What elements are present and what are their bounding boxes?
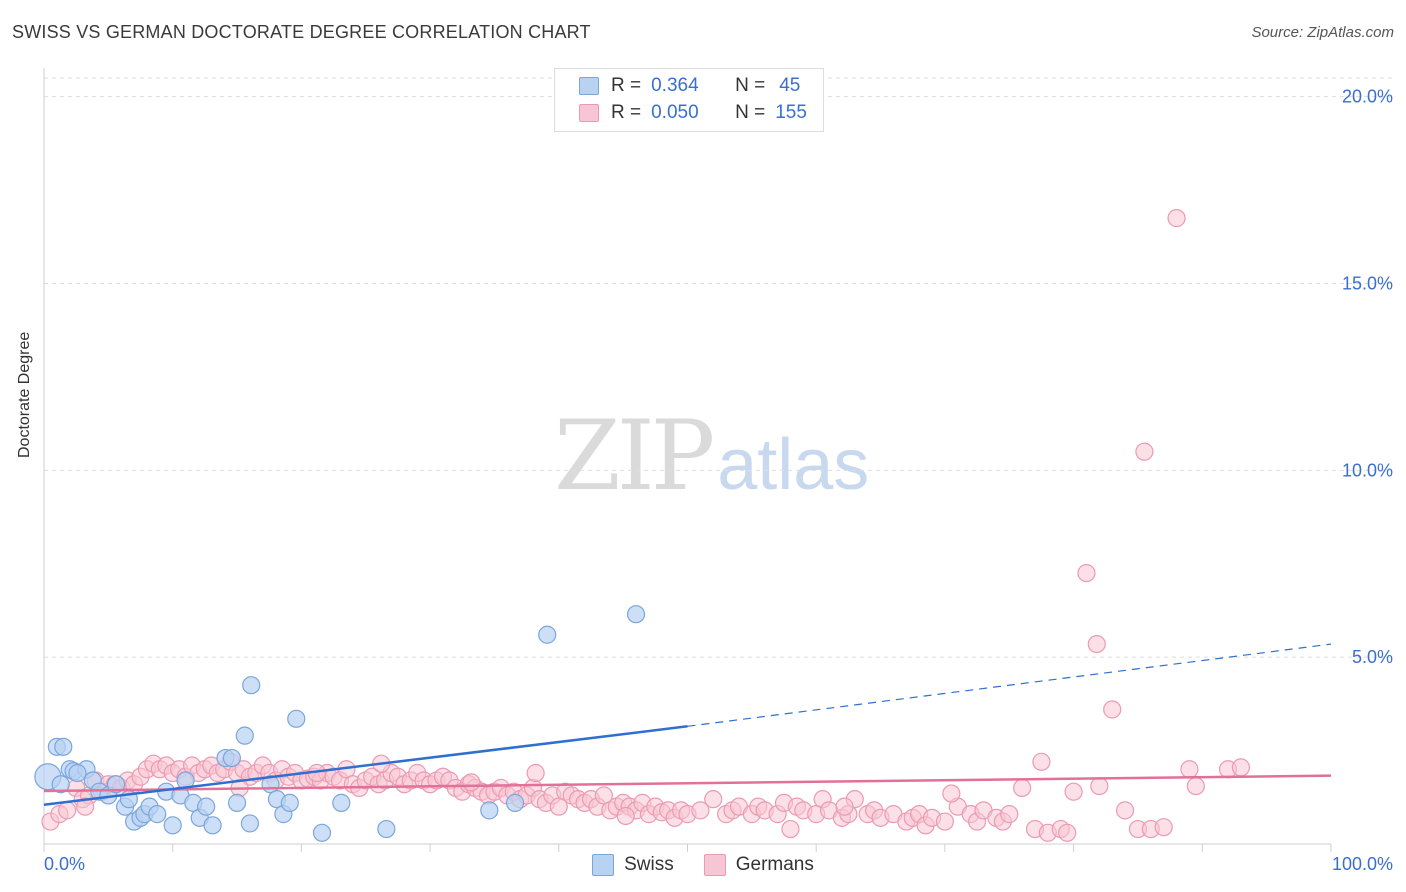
germans-point [1103, 700, 1122, 719]
y-tick-label: 15.0% [1342, 274, 1393, 294]
germans-point [1167, 209, 1186, 228]
germans-point [1064, 782, 1083, 801]
legend-germans-label: Germans [735, 854, 814, 875]
germans-point [1154, 818, 1173, 837]
germans-point [526, 763, 545, 783]
swiss-n-label: N = [735, 75, 766, 96]
germans-point [1115, 801, 1135, 820]
stats-row-swiss: R = 0.364 N = 45 [579, 73, 800, 99]
germans-series [41, 209, 1251, 842]
legend-germans-swatch [703, 854, 726, 876]
swiss-point [106, 775, 126, 794]
germans-point [549, 797, 568, 816]
swiss-point [68, 763, 87, 783]
germans-r-value: 0.050 [651, 102, 699, 123]
swiss-point [240, 814, 260, 833]
chart-title: SWISS VS GERMAN DOCTORATE DEGREE CORRELA… [12, 22, 591, 42]
y-tick-label: 10.0% [1342, 460, 1393, 480]
swiss-point [222, 748, 242, 768]
germans-point [1186, 776, 1205, 796]
germans-point [935, 812, 955, 831]
swiss-point [280, 793, 299, 812]
grid-layer [44, 77, 1394, 658]
germans-point [76, 797, 95, 816]
swiss-point [197, 797, 216, 816]
tick-labels: 5.0% 10.0% 15.0% 20.0% 0.0% 100.0% [44, 87, 1393, 874]
legend-swiss-swatch [592, 854, 615, 876]
source-credit: Source: ZipAtlas.com [1251, 24, 1394, 41]
germans-point [616, 806, 635, 826]
swiss-point [626, 605, 646, 624]
germans-point [704, 790, 723, 809]
germans-point [1090, 776, 1109, 796]
germans-n-label: N = [735, 102, 766, 123]
swiss-swatch [579, 77, 599, 95]
swiss-point [227, 793, 247, 812]
swiss-point [54, 737, 73, 756]
germans-point [942, 784, 961, 803]
y-tick-label: 5.0% [1352, 647, 1393, 667]
swiss-point [505, 793, 525, 812]
germans-trend-line [43, 774, 1332, 793]
swiss-point [148, 805, 167, 824]
germans-point [691, 801, 710, 820]
germans-point [58, 801, 77, 820]
germans-point [1231, 758, 1251, 777]
stats-legend: R = 0.364 N = 45 R = 0.050 N = 155 [554, 68, 824, 132]
germans-swatch [579, 104, 599, 122]
swiss-trend-extension [687, 643, 1332, 727]
germans-point [781, 819, 800, 839]
watermark: ZIPatlas [554, 400, 869, 512]
stats-row-germans: R = 0.050 N = 155 [579, 100, 807, 126]
swiss-point [480, 801, 499, 820]
x-tick-label-max: 100.0% [1332, 854, 1393, 874]
swiss-point [235, 726, 254, 745]
bottom-legend: Swiss Germans [0, 852, 1406, 878]
swiss-trend-line [43, 725, 688, 807]
swiss-point [332, 793, 351, 812]
germans-point [1180, 760, 1199, 779]
germans-point [1032, 752, 1051, 771]
legend-entry-swiss[interactable]: Swiss [592, 852, 674, 878]
germans-r-label: R = [611, 102, 642, 123]
germans-point [835, 797, 854, 816]
germans-point [1058, 823, 1077, 842]
swiss-point [312, 823, 332, 842]
x-tick-label-min: 0.0% [44, 854, 85, 874]
trend-layer [43, 643, 1332, 807]
swiss-r-label: R = [611, 75, 642, 96]
germans-point [1000, 805, 1019, 824]
germans-point [462, 773, 481, 792]
swiss-point [203, 816, 222, 835]
swiss-point [538, 625, 557, 644]
germans-point [594, 786, 613, 805]
swiss-point [377, 819, 396, 839]
watermark-zip: ZIP [554, 400, 715, 512]
germans-point [1087, 634, 1106, 654]
germans-point [1077, 563, 1096, 583]
swiss-point [51, 775, 70, 794]
y-axis-label: Doctorate Degree [16, 331, 33, 458]
legend-entry-germans[interactable]: Germans [703, 852, 814, 878]
swiss-point [287, 709, 306, 728]
germans-point [1013, 778, 1032, 798]
germans-n-value: 155 [775, 102, 807, 123]
swiss-point [242, 676, 261, 695]
swiss-r-value: 0.364 [651, 75, 699, 96]
y-tick-label: 20.0% [1342, 87, 1393, 107]
swiss-point [163, 816, 182, 835]
legend-swiss-label: Swiss [624, 854, 674, 875]
axis-layer [43, 68, 1332, 852]
watermark-atlas: atlas [717, 425, 870, 505]
swiss-n-value: 45 [779, 75, 801, 96]
germans-point [1135, 442, 1154, 461]
